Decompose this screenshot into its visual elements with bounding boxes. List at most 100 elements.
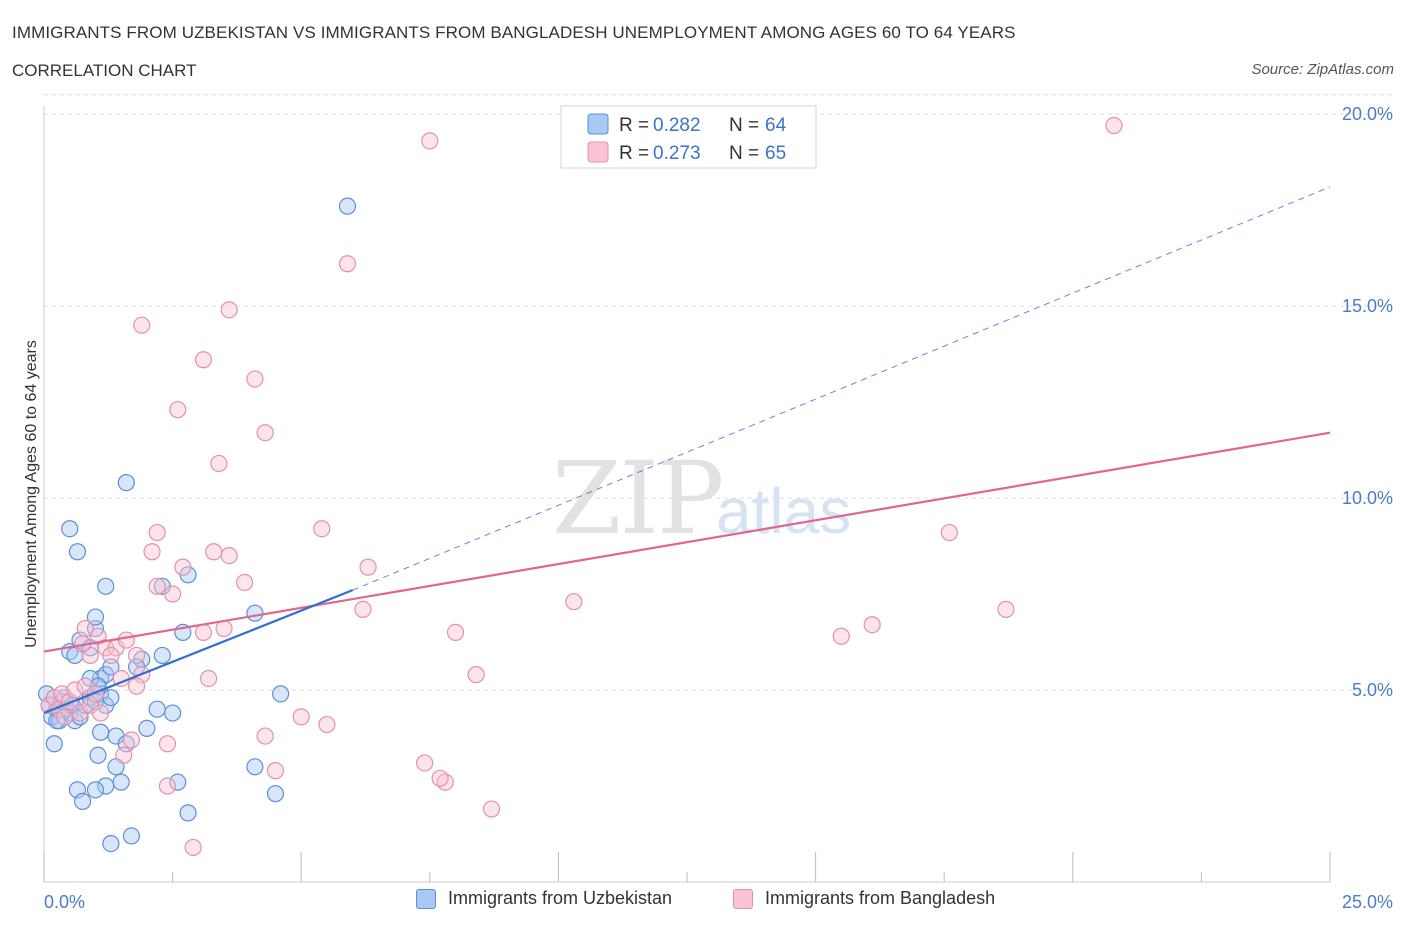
uzbekistan-trend-line [43,589,354,715]
uzbekistan-point-31 [68,543,87,561]
bottom-legend-label-uzbekistan: Immigrants from Uzbekistan [448,888,673,908]
bangladesh-point-59 [482,800,501,818]
uzbekistan-point-46 [89,746,107,764]
uzbekistan-point-60 [246,604,264,622]
bangladesh-point-49 [292,708,310,726]
bangladesh-point-16 [102,646,120,665]
bangladesh-point-20 [127,677,146,695]
legend-n-label-bangladesh: N = [729,143,759,164]
uzbekistan-point-50 [86,781,105,799]
uzbekistan-point-57 [246,758,264,776]
bangladesh-point-54 [354,600,372,618]
bangladesh-point-50 [318,715,336,734]
bangladesh-point-56 [421,132,439,150]
uzbekistan-point-45 [91,723,110,741]
uzbekistan-point-58 [266,785,285,803]
bangladesh-point-53 [359,558,377,576]
grid-lines [44,94,1393,691]
x-ticks [43,852,1331,882]
legend-r-label-uzbekistan: R = [619,115,649,136]
y-tick-label-10: 10.0% [1342,488,1393,508]
bangladesh-point-34 [174,558,192,576]
bottom-legend: Immigrants from Uzbekistan Immigrants fr… [0,888,1406,918]
bangladesh-point-11 [91,704,110,722]
watermark-atlas: atlas [716,475,852,547]
bangladesh-point-60 [565,593,583,611]
uzbekistan-point-6 [45,735,63,753]
bottom-legend-uzbekistan[interactable]: Immigrants from Uzbekistan [416,888,672,909]
legend-r-value-uzbekistan: 0.282 [653,115,701,136]
uzbekistan-point-42 [138,719,156,738]
bangladesh-point-6 [66,681,84,699]
uzbekistan-point-34 [117,474,135,492]
bangladesh-point-18 [127,646,146,665]
bangladesh-point-33 [148,523,166,542]
bangladesh-point-17 [117,631,135,649]
bangladesh-point-39 [194,623,213,642]
uzbekistan-point-61 [338,197,357,215]
uzbekistan-point-52 [73,792,92,810]
chart-title: IMMIGRANTS FROM UZBEKISTAN VS IMMIGRANTS… [12,23,1016,42]
bangladesh-point-41 [194,351,213,369]
bangladesh-point-57 [446,623,465,642]
bangladesh-point-29 [200,669,218,688]
chart-subtitle: CORRELATION CHART [12,61,197,80]
uzbekistan-point-30 [61,520,79,538]
uzbekistan-point-49 [97,777,115,795]
axes [43,106,1330,883]
uzbekistan-point-48 [112,773,130,791]
legend-swatch-bangladesh [587,141,609,163]
bangladesh-point-44 [256,424,274,442]
bangladesh-point-37 [236,573,254,592]
bangladesh-point-62 [863,616,881,634]
bangladesh-point-46 [133,316,151,334]
bangladesh-point-24 [122,731,141,749]
bangladesh-point-65 [1105,116,1123,135]
legend-n-label-uzbekistan: N = [729,115,759,136]
bangladesh-point-27 [158,777,177,795]
bangladesh-point-40 [169,401,187,419]
bangladesh-points [40,116,1123,857]
bangladesh-point-32 [143,543,161,561]
bangladesh-point-28 [184,838,202,857]
bangladesh-point-66 [416,754,434,772]
bangladesh-point-26 [158,735,177,753]
bangladesh-point-58 [467,666,485,684]
bangladesh-point-47 [256,727,274,745]
y-tick-label-5: 5.0% [1352,680,1393,700]
legend-r-label-bangladesh: R = [619,143,649,164]
bangladesh-point-48 [266,762,285,780]
uzbekistan-point-55 [169,773,187,791]
legend-n-value-uzbekistan: 64 [765,115,787,136]
bangladesh-point-31 [148,577,166,595]
uzbekistan-points [37,197,357,853]
uzbekistan-point-53 [122,827,141,845]
bottom-legend-swatch-uzbekistan [416,888,436,909]
x-tick-label-min: 0.0% [44,892,85,912]
uzbekistan-trend-extension [352,186,1331,591]
uzbekistan-point-19 [102,689,120,707]
y-tick-label-15: 15.0% [1342,296,1393,316]
bottom-legend-bangladesh[interactable]: Immigrants from Bangladesh [733,888,995,909]
bottom-legend-swatch-bangladesh [733,888,753,909]
bangladesh-point-61 [832,627,850,645]
bangladesh-point-67 [431,769,449,787]
bangladesh-point-43 [246,370,264,388]
source-label: Source: ZipAtlas.com [1251,61,1394,78]
bangladesh-point-22 [76,619,94,638]
bangladesh-point-35 [205,543,223,561]
y-tick-labels: 5.0% 10.0% 15.0% 20.0% [1342,104,1393,700]
legend-r-value-bangladesh: 0.273 [653,143,701,164]
uzbekistan-point-32 [97,577,115,595]
trend-lines [43,186,1331,715]
bangladesh-point-42 [220,301,238,319]
bottom-legend-label-bangladesh: Immigrants from Bangladesh [765,888,996,908]
bangladesh-point-52 [338,255,357,273]
bangladesh-point-4 [55,708,74,726]
x-tick-label-max: 25.0% [1342,892,1393,912]
legend-swatch-uzbekistan [587,113,609,135]
y-axis-title: Unemployment Among Ages 60 to 64 years [23,340,40,648]
bangladesh-point-63 [940,523,958,542]
uzbekistan-point-41 [164,704,182,722]
